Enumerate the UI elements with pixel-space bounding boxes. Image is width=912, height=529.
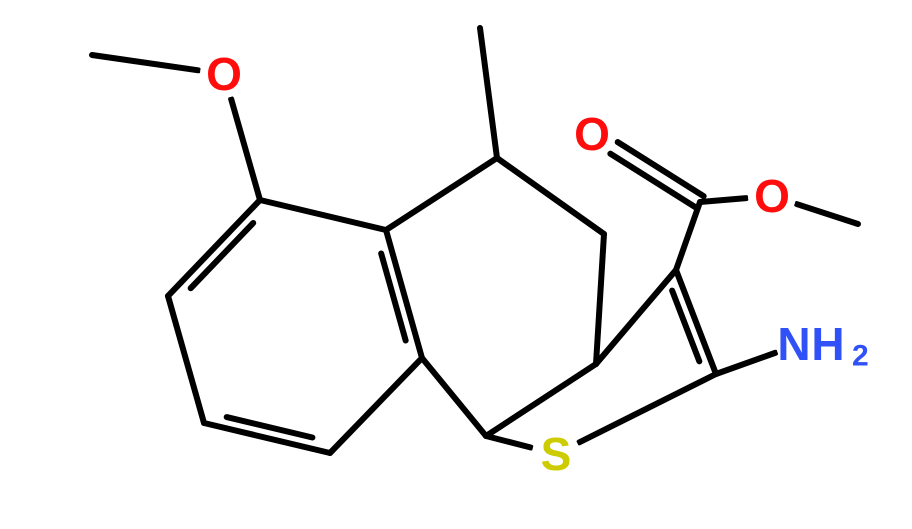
bond xyxy=(797,204,858,224)
bond xyxy=(596,234,604,364)
atom-o_dbl: O xyxy=(574,108,610,160)
bond xyxy=(596,270,676,364)
bond xyxy=(260,200,386,230)
atom-n-h2-sub: 2 xyxy=(852,340,869,373)
bond xyxy=(716,353,776,374)
bond xyxy=(579,374,716,442)
bond xyxy=(486,436,531,448)
atom-o_ome: O xyxy=(754,170,790,222)
bond xyxy=(486,364,596,436)
atom-o_ether: O xyxy=(206,48,242,100)
bond xyxy=(231,99,260,200)
bond xyxy=(168,296,204,423)
molecule-diagram: O O O S NH2 xyxy=(0,0,912,529)
bond-inner xyxy=(191,223,254,288)
bond xyxy=(422,358,486,436)
atom-s: S xyxy=(541,428,572,480)
atom-n-h: H xyxy=(811,318,844,370)
bond xyxy=(92,55,198,70)
bond xyxy=(330,358,422,453)
bond xyxy=(676,202,700,270)
bond xyxy=(480,28,497,158)
bond xyxy=(700,198,746,202)
atom-n: N xyxy=(777,318,810,370)
bond xyxy=(497,158,604,234)
bond xyxy=(168,200,260,296)
bond xyxy=(386,158,497,230)
